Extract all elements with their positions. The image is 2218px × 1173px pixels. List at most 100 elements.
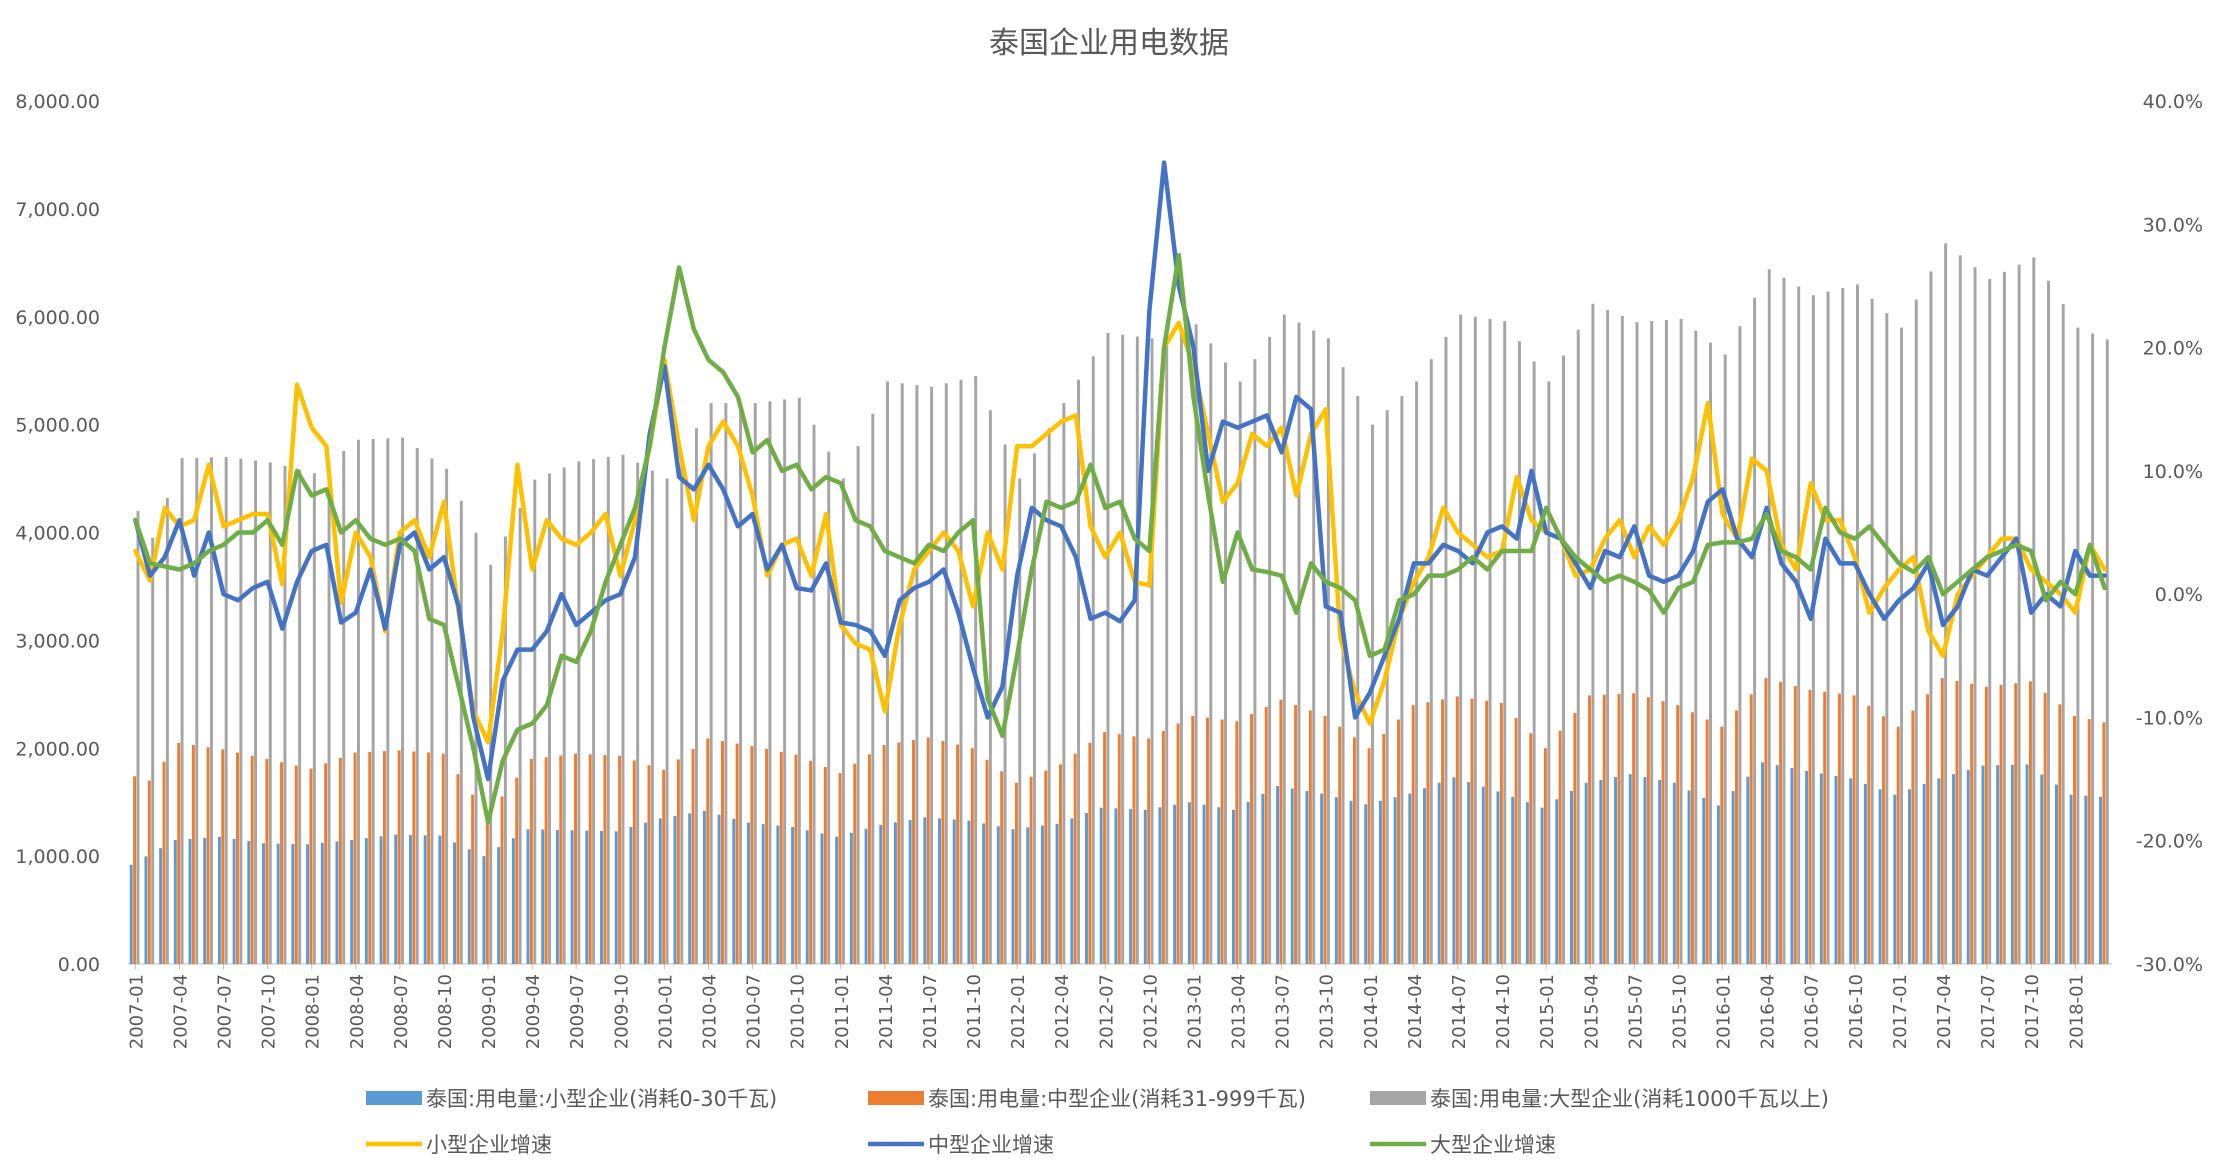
bar-medium: 2011-12: 1787 [1000,771,1004,964]
x-tick-label: 2009-01 [479,974,500,1049]
bar-small: 2016-06: 1817 [1790,768,1794,964]
bar-small: 2017-06: 1800 [1966,769,1970,964]
bar-medium: 2013-06: 2383 [1264,706,1268,964]
bar-medium: 2015-12: 2267 [1705,719,1709,964]
bar-small: 2007-05: 1160 [188,838,192,964]
legend-label: 大型企业增速 [1430,1133,1556,1157]
bar-large: 2014-07: 6020 [1459,314,1463,965]
bar-large: 2013-01: 5930 [1194,324,1198,964]
bar-small: 2017-09: 1847 [2010,764,2014,964]
bar-large: 2013-11: 5533 [1341,367,1345,965]
bar-small: 2015-02: 1527 [1555,799,1559,964]
bar-small: 2012-10: 1430 [1143,809,1147,964]
bar-small: 2008-05: 1167 [364,838,368,964]
bar-medium: 2016-12: 2297 [1882,716,1885,964]
bar-medium: 2007-01: 1740 [133,776,137,964]
bar-medium: 2011-10: 2000 [970,748,974,964]
bar-large: 2017-04: 6680 [1944,243,1948,964]
bar-small: 2014-01: 1480 [1364,804,1368,964]
bar-large: 2017-08: 6417 [2002,271,2006,964]
bar-small: 2007-07: 1180 [217,836,221,964]
bar-small: 2016-04: 1870 [1761,762,1764,964]
bar-small: 2012-06: 1400 [1085,812,1088,964]
bar-medium: 2017-10: 2620 [2028,681,2032,964]
bar-medium: 2008-09: 1960 [427,752,431,964]
bar-small: 2013-11: 1547 [1334,797,1338,964]
bar-large: 2011-01: 4500 [841,478,845,964]
y-right-tick-label: 30.0% [2143,214,2203,236]
x-tick-label: 2009-10 [611,974,632,1049]
bar-small: 2018-01: 1570 [2069,794,2073,964]
bar-small: 2013-03: 1453 [1217,807,1221,964]
bar-medium: 2007-09: 1930 [250,755,254,964]
bar-large: 2014-09: 5980 [1488,318,1492,964]
bar-small: 2007-06: 1170 [203,837,207,964]
bar-large: 2017-09: 6483 [2017,264,2021,964]
bar-large: 2016-06: 6280 [1797,286,1801,964]
bar-small: 2010-01: 1350 [658,818,662,964]
bar-large: 2010-02: 4733 [680,453,684,964]
bar-large: 2012-09: 5817 [1135,336,1139,964]
bar-small: 2014-04: 1580 [1408,793,1412,964]
bar-medium: 2016-06: 2577 [1793,686,1797,964]
y-right-tick-label: 10.0% [2143,461,2203,483]
bar-medium: 2017-07: 2570 [1984,686,1988,964]
bar-medium: 2007-06: 2010 [206,747,210,964]
bar-medium: 2009-02: 1553 [500,796,504,964]
bar-medium: 2015-08: 2473 [1646,697,1650,964]
bar-medium: 2017-01: 2200 [1896,726,1900,964]
bar-large: 2014-02: 5133 [1385,410,1389,964]
bar-medium: 2015-03: 2327 [1573,713,1577,964]
bar-large: 2012-01: 4500 [1018,478,1022,964]
bar-small: 2014-05: 1630 [1423,788,1426,964]
x-tick-label: 2013-10 [1317,974,1338,1049]
bar-large: 2013-02: 5753 [1209,343,1213,964]
bar-medium: 2011-04: 2030 [882,745,886,964]
bar-small: 2012-11: 1453 [1158,807,1162,964]
bar-small: 2013-05: 1503 [1246,801,1250,964]
bar-medium: 2007-10: 1900 [265,759,269,964]
bar-medium: 2010-09: 1967 [779,751,783,964]
bar-large: 2007-03: 4320 [165,497,169,964]
bar-medium: 2014-12: 2140 [1529,733,1533,964]
x-tick-label: 2011-01 [832,974,853,1049]
bar-medium: 2012-07: 2150 [1103,732,1107,964]
x-tick-label: 2007-01 [126,974,147,1049]
bar-medium: 2010-07: 2020 [750,746,754,964]
bar-large: 2015-04: 6120 [1591,303,1595,964]
bar-large: 2014-06: 5813 [1444,336,1448,964]
bar-small: 2011-10: 1330 [967,820,971,964]
y-left-tick-label: 5,000.00 [15,415,100,437]
bar-small: 2016-10: 1720 [1849,778,1853,964]
bar-small: 2011-01: 1180 [835,836,839,964]
bar-large: 2017-06: 6460 [1973,267,1977,964]
bar-medium: 2009-10: 1930 [618,755,622,964]
bar-medium: 2010-04: 2090 [706,738,710,964]
bar-large: 2011-05: 5383 [900,383,904,964]
bar-small: 2016-01: 1470 [1716,805,1720,964]
axes-group: 0.00 1,000.00 2,000.00 3,000.00 4,000.00 5,00… [15,91,2203,1049]
bar-small: 2015-07: 1760 [1628,774,1632,964]
bar-small: 2017-01: 1570 [1893,794,1897,964]
bar-medium: 2016-09: 2507 [1837,693,1841,964]
x-tick-label: 2008-01 [303,974,324,1049]
bar-large: 2011-04: 5400 [886,381,889,965]
legend-label: 泰国:用电量:中型企业(消耗31-999千瓦) [928,1087,1306,1111]
bar-small: 2008-09: 1193 [423,835,427,964]
bar-medium: 2018-03: 2240 [2102,722,2106,964]
bar-large: 2014-11: 5773 [1517,341,1521,964]
bar-small: 2017-10: 1850 [2025,764,2029,964]
bar-large: 2015-10: 5980 [1679,318,1683,964]
bar-small: 2010-06: 1347 [732,818,736,964]
x-tick-label: 2010-04 [700,974,721,1049]
bar-large: 2016-11: 6167 [1870,298,1874,964]
bar-medium: 2017-12: 2407 [2058,704,2062,964]
x-tick-label: 2013-04 [1229,974,1250,1049]
x-tick-label: 2014-04 [1405,974,1426,1049]
bar-small: 2009-04: 1250 [526,829,530,964]
bar-small: 2012-01: 1250 [1011,829,1015,964]
bar-small: 2012-08: 1443 [1114,808,1118,964]
bar-medium: 2011-11: 1893 [985,759,989,964]
bar-small: 2008-12: 1063 [467,849,471,964]
x-tick-label: 2016-07 [1802,974,1823,1049]
